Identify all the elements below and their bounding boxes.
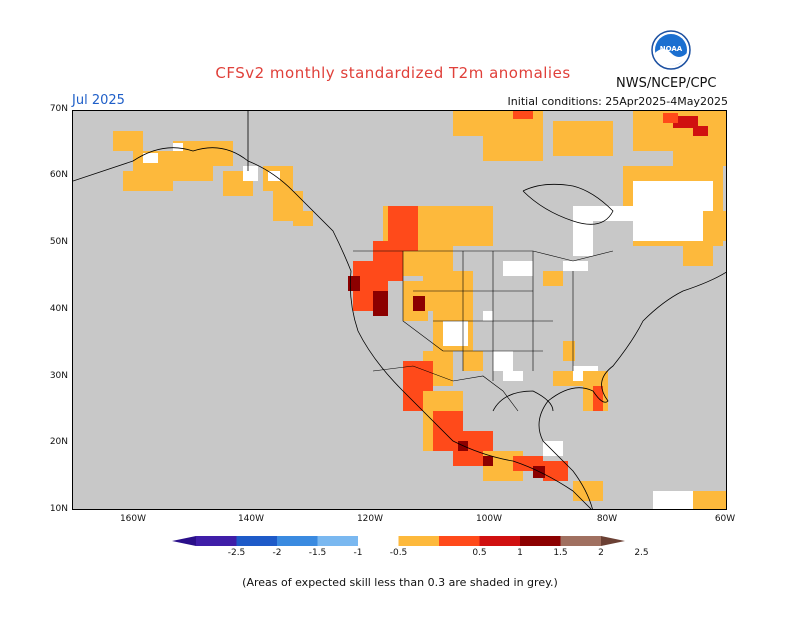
colorbar-label: 2 [598,548,604,558]
lon-label: 100W [475,514,503,524]
colorbar-segment [560,536,601,546]
colorbar-over-arrow [601,536,625,546]
skill-note: (Areas of expected skill less than 0.3 a… [242,576,558,589]
lat-label: 10N [49,504,68,514]
colorbar-segment [277,536,318,546]
lat-label: 50N [49,237,68,247]
agency-label: NWS/NCEP/CPC [616,76,717,91]
colorbar-segment [358,536,399,546]
noaa-logo-icon: NOAA [651,30,691,70]
colorbar-label: -1.5 [308,548,327,558]
colorbar-segment [479,536,520,546]
colorbar-segment [398,536,439,546]
colorbar-label: -1 [353,548,363,558]
alaska-white [143,143,280,181]
lat-label: 30N [49,371,68,381]
colorbar-label: 0.5 [472,548,487,558]
colorbar-segment [236,536,277,546]
colorbar [172,536,625,546]
lat-label: 40N [49,304,68,314]
forecast-period: Jul 2025 [72,93,125,108]
colorbar-segment [196,536,237,546]
colorbar-under-arrow [172,536,196,546]
political-borders [353,250,614,412]
lon-label: 160W [119,514,147,524]
colorbar-segment [317,536,358,546]
arctic-anomalies [453,111,726,166]
map-title: CFSv2 monthly standardized T2m anomalies [215,64,571,82]
mexico-anomalies [403,361,726,509]
anomaly-map [72,110,727,510]
colorbar-label: -2 [272,548,282,558]
colorbar-label: -0.5 [389,548,408,558]
lon-label: 60W [714,514,736,524]
colorbar-segment [439,536,480,546]
central-white [483,261,588,381]
lat-label: 70N [49,104,68,114]
coastlines [73,111,726,509]
colorbar-label: 1.5 [553,548,568,558]
colorbar-label: 1 [517,548,523,558]
lon-label: 80W [596,514,618,524]
colorbar-segment [520,536,561,546]
lat-label: 20N [49,437,68,447]
logo-text: NOAA [660,45,683,53]
lat-label: 60N [49,170,68,180]
initial-conditions: Initial conditions: 25Apr2025-4May2025 [507,95,728,108]
lon-label: 140W [237,514,265,524]
lon-label: 120W [356,514,384,524]
colorbar-label: 2.5 [634,548,649,558]
southeast-anomalies [543,271,608,411]
colorbar-label: -2.5 [227,548,246,558]
